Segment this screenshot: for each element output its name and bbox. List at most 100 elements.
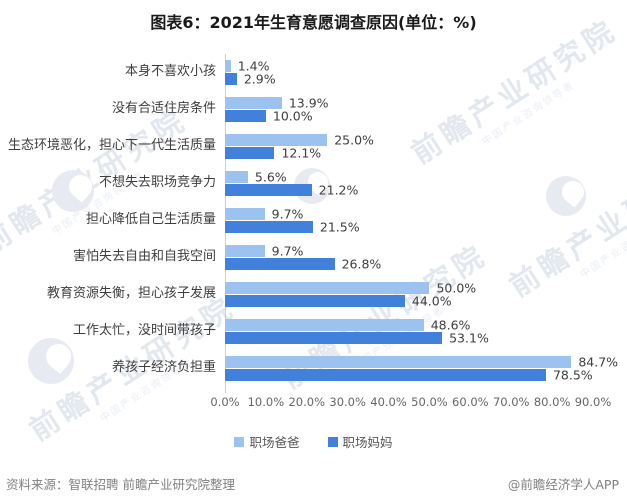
value-label: 21.2% [318,182,359,198]
value-label: 44.0% [411,293,452,309]
x-axis-tick: 10.0% [247,395,285,409]
category-label: 没有合适住房条件 [111,101,216,117]
bar-pair: 9.7% 21.5% [225,206,593,235]
bar-pair: 48.6% 53.1% [225,317,593,346]
value-label: 48.6% [430,317,471,333]
x-axis-tick: 70.0% [492,395,530,409]
bar-line: 1.4% [225,59,593,74]
legend-label: 职场妈妈 [342,435,393,450]
plot-area: 本身不喜欢小孩 1.4% 2.9% 没有合适住房条件 13.9% 10.0% 生态环境恶化，… [0,54,627,393]
bar-pair: 84.7% 78.5% [225,355,618,383]
bar-group: 害怕失去自由和自我空间 9.7% 26.8% [0,239,627,276]
value-label: 9.7% [271,206,304,222]
bar-dad [225,208,265,220]
credit-text: @前瞻经济学人APP [507,477,619,492]
bar-mom [225,184,312,196]
category-label: 教育资源失衡，担心孩子发展 [46,286,216,302]
legend-label: 职场爸爸 [249,435,300,450]
value-label: 21.5% [319,219,360,235]
category-label: 生态环境恶化，担心下一代生活质量 [7,138,216,154]
value-label: 2.9% [243,71,276,87]
bar-group: 工作太忙，没时间带孩子 48.6% 53.1% [0,313,627,350]
x-axis-tick: 40.0% [370,395,407,409]
bar-line: 50.0% [225,280,593,296]
bar-pair: 25.0% 12.1% [225,132,593,161]
legend-swatch [234,436,245,447]
value-label: 78.5% [552,367,593,383]
x-axis-tick: 20.0% [288,395,326,409]
bar-line: 13.9% [225,95,593,111]
bar-line: 9.7% [225,206,593,222]
value-label: 13.9% [288,95,329,111]
bar-mom [225,110,266,122]
bar-line: 21.2% [225,182,593,198]
value-label: 50.0% [436,280,477,296]
value-label: 53.1% [449,330,489,346]
bar-line: 78.5% [225,367,593,383]
bar-line: 12.1% [225,145,593,161]
bar-dad [225,319,424,331]
bar-line: 2.9% [225,71,593,87]
bar-dad [225,97,282,109]
footer: 资料来源：智联招聘 前瞻产业研究院整理 @前瞻经济学人APP [0,474,627,493]
bar-group: 养孩子经济负担重 84.7% 78.5% [0,350,627,387]
bar-mom [225,221,313,233]
legend-item: 职场爸爸 [234,432,300,451]
bar-dad [225,356,572,368]
value-label: 25.0% [334,132,374,148]
category-label: 工作太忙，没时间带孩子 [72,323,216,339]
category-label: 担心降低自己生活质量 [85,212,216,228]
bar-line: 44.0% [225,293,593,309]
x-axis-tick: 0.0% [210,395,240,409]
bar-dad [225,134,328,146]
bar-group: 担心降低自己生活质量 9.7% 21.5% [0,202,627,239]
bar-dad [225,282,430,294]
value-label: 10.0% [272,108,313,124]
value-label: 12.1% [281,145,322,161]
bar-dad [225,171,248,183]
bar-mom [225,332,443,344]
x-axis-tick: 30.0% [329,395,366,409]
x-axis: 0.0% 10.0% 20.0% 30.0% 40.0% 50.0% 60.0% 70.0% 8… [210,395,611,411]
chart-title: 图表6：2021年生育意愿调查原因(单位：%) [150,13,477,32]
x-axis-tick: 50.0% [411,395,448,409]
bar-line: 26.8% [225,256,593,272]
x-axis-tick: 60.0% [452,395,489,409]
bar-group: 生态环境恶化，担心下一代生活质量 25.0% 12.1% [0,128,627,165]
bar-pair: 13.9% 10.0% [225,95,593,124]
value-label: 5.6% [254,169,287,185]
legend-swatch [327,436,338,447]
bar-mom [225,369,546,381]
bar-pair: 50.0% 44.0% [225,280,593,309]
bar-line: 10.0% [225,108,593,124]
bar-line: 9.7% [225,243,593,259]
value-label: 9.7% [271,243,304,259]
category-label: 本身不喜欢小孩 [124,64,216,80]
bar-line: 48.6% [225,317,593,333]
bar-line: 84.7% [225,355,618,370]
bar-pair: 1.4% 2.9% [225,59,593,87]
x-axis-tick: 80.0% [533,395,571,409]
bar-mom [225,147,275,159]
x-axis-tick: 90.0% [574,395,612,409]
legend: 职场爸爸 职场妈妈 [0,432,627,451]
bar-line: 25.0% [225,132,593,148]
bar-dad [225,60,231,72]
bar-group: 教育资源失衡，担心孩子发展 50.0% 44.0% [0,276,627,313]
bar-mom [225,73,237,85]
value-label: 26.8% [341,256,382,272]
source-text: 资料来源：智联招聘 前瞻产业研究院整理 [6,477,235,492]
value-label: 84.7% [578,354,619,370]
bar-mom [225,258,335,270]
category-label: 养孩子经济负担重 [111,360,216,376]
bar-group: 不想失去职场竞争力 5.6% 21.2% [0,165,627,202]
category-label: 害怕失去自由和自我空间 [72,249,216,265]
bar-dad [225,245,265,257]
bar-line: 5.6% [225,169,593,185]
bar-mom [225,295,405,307]
bar-pair: 9.7% 26.8% [225,243,593,272]
bar-line: 53.1% [225,330,593,346]
category-label: 不想失去职场竞争力 [98,175,216,191]
bar-line: 21.5% [225,219,593,235]
